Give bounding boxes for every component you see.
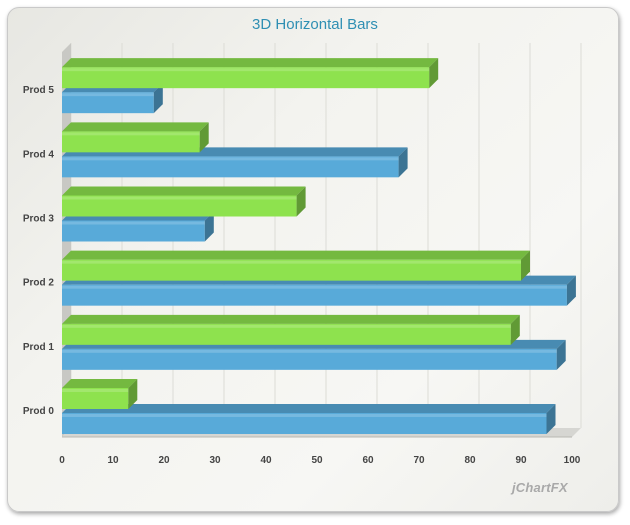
y-tick-label: Prod 3 [23, 214, 55, 225]
bar-side-face [521, 250, 530, 281]
bar-highlight [62, 196, 297, 200]
watermark-logo: jChartFX [512, 480, 568, 495]
bar-series0-prod-5 [62, 92, 154, 114]
bar-highlight [62, 157, 399, 161]
bar-top-face [62, 404, 556, 413]
bar-series1-prod-5 [62, 67, 430, 89]
x-tick-label: 30 [209, 455, 221, 466]
bar-side-face [128, 379, 138, 409]
y-tick-label: Prod 1 [23, 342, 55, 353]
x-tick-label: 50 [311, 455, 323, 466]
y-tick-label: Prod 0 [23, 406, 55, 417]
bar-highlight [62, 68, 430, 72]
bar-series1-prod-1 [62, 323, 511, 345]
bar-side-face [566, 275, 576, 306]
bar-series1-prod-2 [62, 259, 521, 281]
bar-highlight [62, 349, 557, 353]
x-tick-label: 70 [413, 455, 425, 466]
bar-highlight [62, 389, 129, 392]
bar-side-face [556, 339, 566, 370]
chart-title: 3D Horizontal Bars [252, 16, 378, 33]
bar-series1-prod-0 [62, 388, 129, 409]
x-tick-label: 90 [515, 455, 527, 466]
bar-top-face [62, 250, 530, 260]
y-tick-label: Prod 4 [23, 149, 55, 160]
x-tick-label: 10 [107, 455, 119, 466]
bar-series0-prod-0 [62, 413, 547, 434]
bar-highlight [62, 324, 511, 328]
bar-side-face [153, 83, 163, 114]
bar-series0-prod-3 [62, 220, 205, 242]
bar-side-face [199, 122, 209, 153]
x-tick-label: 60 [362, 455, 374, 466]
x-tick-label: 80 [464, 455, 476, 466]
x-tick-label: 0 [59, 455, 65, 466]
bar-highlight [62, 260, 521, 264]
bar-top-face [62, 58, 439, 68]
bar-series1-prod-4 [62, 131, 200, 153]
bar-series0-prod-1 [62, 348, 557, 370]
bar-highlight [62, 221, 205, 225]
bar-side-face [429, 58, 439, 89]
bar-highlight [62, 93, 154, 97]
bar-side-face [204, 211, 214, 242]
x-tick-label: 40 [260, 455, 272, 466]
bar-series0-prod-4 [62, 156, 399, 178]
y-tick-label: Prod 2 [23, 278, 55, 289]
bar-highlight [62, 285, 567, 289]
bar-series1-prod-3 [62, 195, 297, 217]
bar-side-face [398, 147, 408, 178]
bar-top-face [62, 122, 209, 132]
bar-top-face [62, 379, 138, 388]
x-tick-label: 20 [158, 455, 170, 466]
y-tick-label: Prod 5 [23, 85, 55, 96]
bar-highlight [62, 132, 200, 136]
bar-side-face [546, 404, 556, 434]
bar-side-face [510, 314, 520, 345]
bar-highlight [62, 414, 547, 417]
bar-top-face [62, 186, 306, 196]
bar-side-face [296, 186, 306, 217]
bar-top-face [62, 314, 520, 324]
bar-series0-prod-2 [62, 284, 567, 306]
x-tick-label: 100 [564, 455, 581, 466]
